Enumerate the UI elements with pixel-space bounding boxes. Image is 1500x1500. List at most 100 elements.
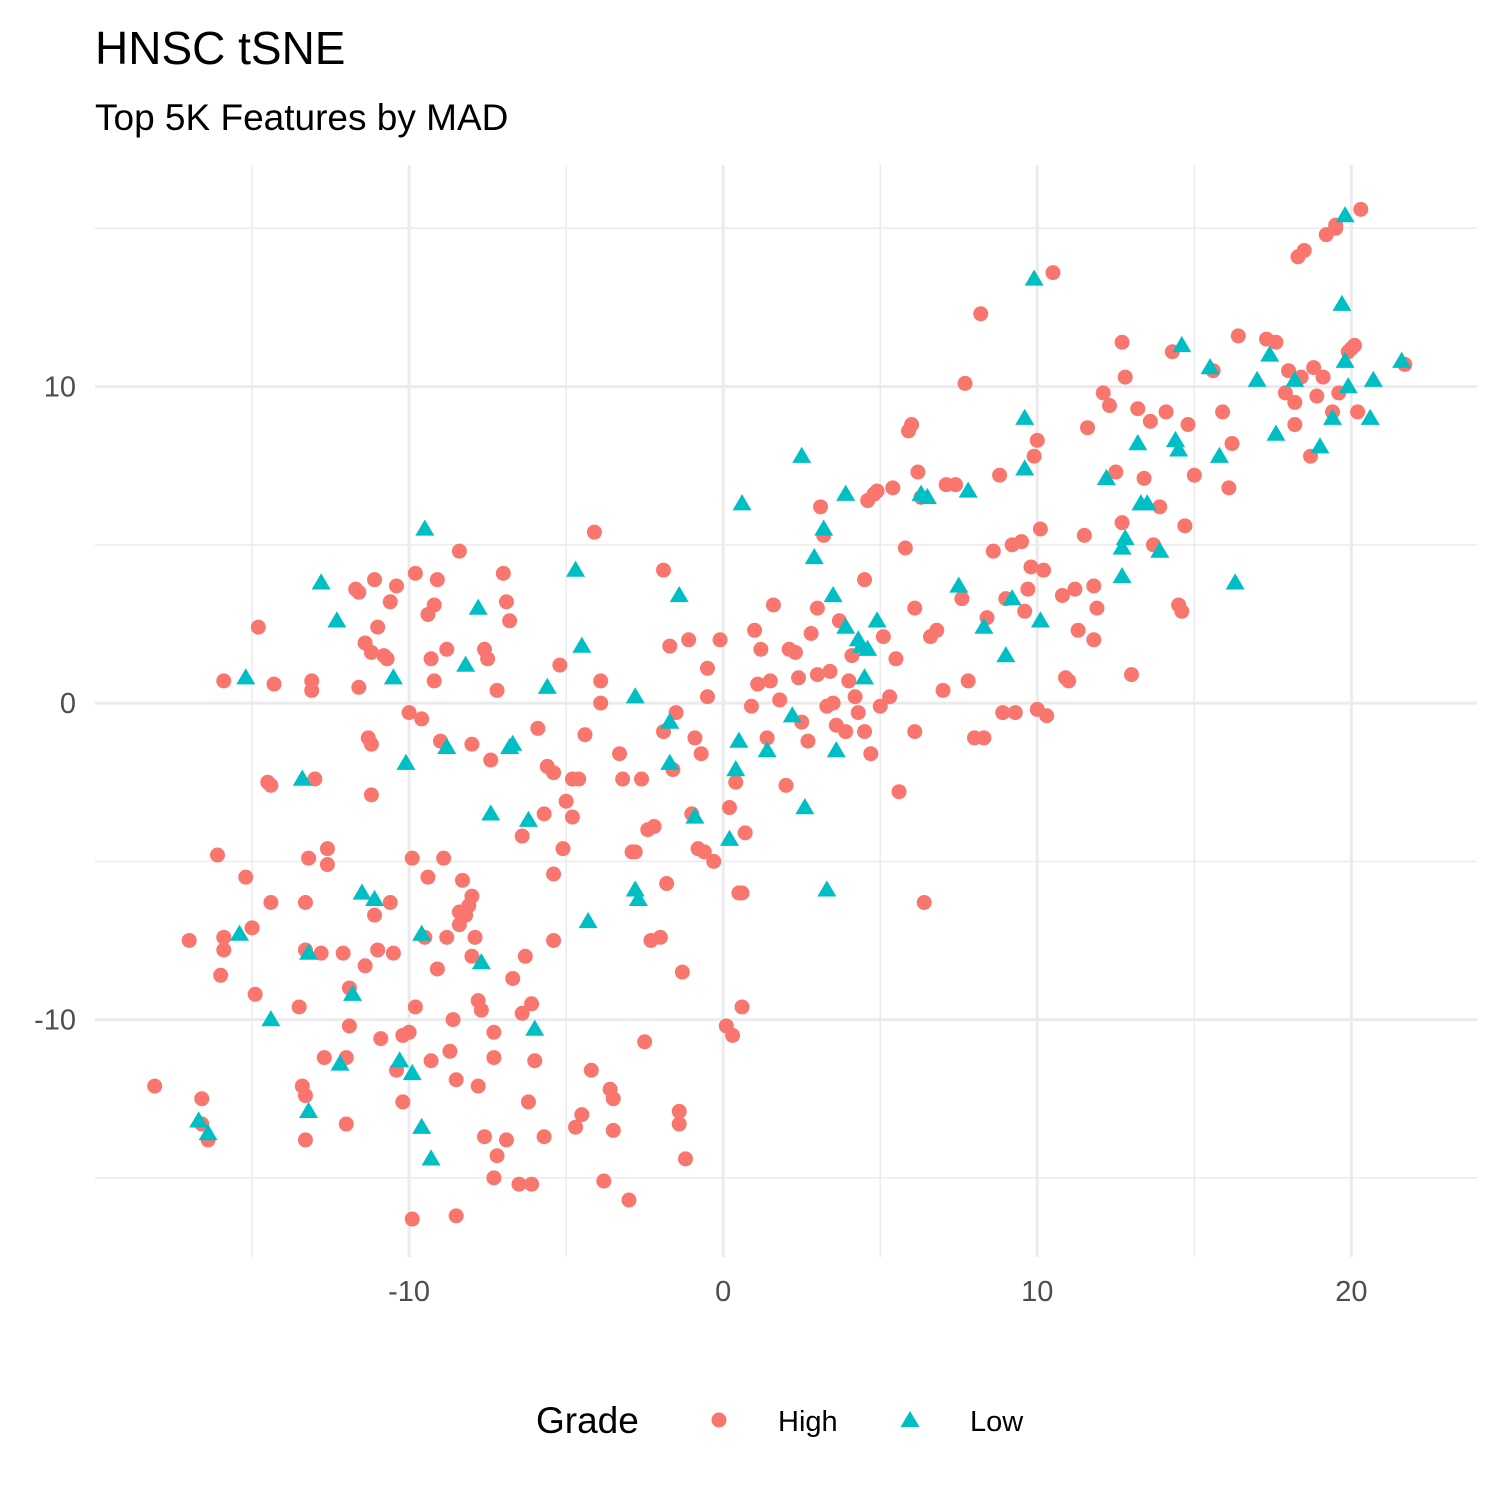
point-low <box>625 687 645 704</box>
point-high <box>762 673 778 689</box>
point-high <box>838 724 854 740</box>
point-high <box>385 945 401 961</box>
point-low <box>1335 206 1355 223</box>
point-high <box>238 869 254 885</box>
point-high <box>297 1132 313 1148</box>
point-high <box>571 771 587 787</box>
point-high <box>1108 464 1124 480</box>
point-low <box>1015 459 1035 476</box>
point-low <box>299 1101 319 1119</box>
point-high <box>929 622 945 638</box>
point-low <box>383 668 403 685</box>
point-high <box>1306 360 1322 376</box>
point-high <box>370 942 386 958</box>
point-high <box>1017 603 1033 619</box>
point-high <box>250 619 266 635</box>
point-low <box>198 1124 218 1141</box>
point-high <box>891 784 907 800</box>
point-high <box>536 806 552 822</box>
point-low <box>795 798 815 815</box>
point-high <box>524 1176 540 1192</box>
point-high <box>772 692 788 708</box>
y-axis-ticks: -10 0 10 <box>34 372 76 1037</box>
point-high <box>382 894 398 910</box>
point-low <box>974 617 994 634</box>
point-low <box>669 585 689 603</box>
point-high <box>498 1132 514 1148</box>
point-high <box>524 996 540 1012</box>
point-high <box>734 885 750 901</box>
point-low <box>1015 408 1035 425</box>
point-high <box>1029 432 1045 448</box>
point-high <box>1020 581 1036 597</box>
point-high <box>407 565 423 581</box>
point-high <box>787 644 803 660</box>
point-low <box>468 598 488 615</box>
point-high <box>470 1078 486 1094</box>
point-high <box>627 844 643 860</box>
point-high <box>904 417 920 433</box>
point-high <box>743 698 759 714</box>
point-low <box>836 484 856 501</box>
point-low <box>343 984 363 1001</box>
point-high <box>621 1192 637 1208</box>
point-high <box>586 524 602 540</box>
point-high <box>489 682 505 698</box>
point-high <box>1061 673 1077 689</box>
point-high <box>1130 401 1146 417</box>
point-high <box>721 800 737 816</box>
point-low <box>826 741 846 758</box>
point-high <box>916 894 932 910</box>
point-high <box>448 1072 464 1088</box>
point-high <box>147 1078 163 1094</box>
point-low <box>855 668 875 685</box>
point-high <box>429 961 445 977</box>
point-high <box>612 746 628 762</box>
point-low <box>236 668 256 685</box>
point-high <box>897 540 913 556</box>
point-high <box>414 711 430 727</box>
point-high <box>429 572 445 588</box>
point-low <box>518 810 538 827</box>
point-low <box>917 487 937 504</box>
point-high <box>568 1119 584 1135</box>
point-high <box>677 1151 693 1167</box>
point-high <box>813 499 829 515</box>
point-high <box>809 600 825 616</box>
point-high <box>363 736 379 752</box>
point-low <box>1096 468 1116 486</box>
point-high <box>737 825 753 841</box>
point-high <box>693 746 709 762</box>
point-low <box>1323 408 1343 425</box>
point-high <box>778 777 794 793</box>
point-high <box>445 1012 461 1028</box>
point-high <box>442 1043 458 1059</box>
point-high <box>596 1173 612 1189</box>
point-high <box>850 705 866 721</box>
point-high <box>1102 398 1118 414</box>
point-high <box>486 1050 502 1066</box>
point-high <box>263 894 279 910</box>
point-high <box>1281 363 1297 379</box>
point-low <box>1209 446 1229 463</box>
point-high <box>480 651 496 667</box>
point-high <box>875 629 891 645</box>
point-high <box>954 591 970 607</box>
point-low <box>1200 358 1220 375</box>
point-high <box>646 819 662 835</box>
point-low <box>299 943 319 960</box>
point-high <box>558 793 574 809</box>
series-high-points <box>147 201 1413 1227</box>
point-high <box>297 894 313 910</box>
point-low <box>817 880 837 897</box>
legend-key-low-triangle <box>900 1411 920 1427</box>
point-high <box>822 663 838 679</box>
point-low <box>628 889 648 906</box>
point-high <box>712 632 728 648</box>
point-high <box>656 562 672 578</box>
point-high <box>1117 369 1133 385</box>
point-low <box>1002 589 1022 606</box>
point-low <box>572 636 592 653</box>
point-high <box>439 929 455 945</box>
